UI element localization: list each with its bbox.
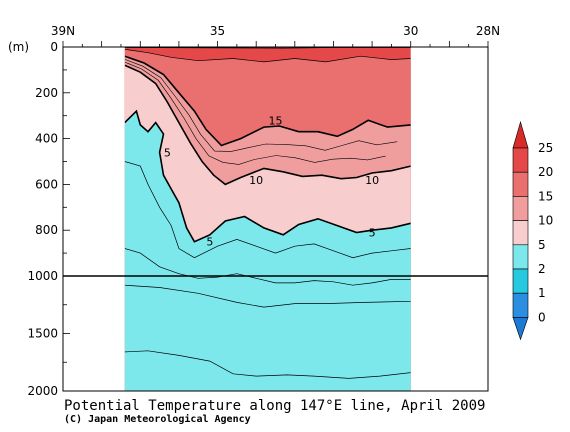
credit-text: (C) Japan Meteorological Agency [64,413,251,425]
isotherm-2-5 [124,284,411,308]
y-tick-label: 2000 [27,384,58,398]
colorbar-label: 25 [538,141,553,155]
contour-label: 10 [249,174,263,187]
y-tick-label: 0 [50,40,58,54]
colorbar-label: 20 [538,165,553,179]
colorbar-label: 10 [538,214,553,228]
y-axis-ticks: 0 200 400 600 800 1000 1500 2000 [27,40,70,398]
x-tick-label: 28N [476,24,500,38]
colorbar-label: 2 [538,262,546,276]
x-tick-label: 30 [403,24,418,38]
colorbar-segment [512,220,529,246]
band-2-5 [124,111,411,391]
isotherm-3 [124,248,411,286]
y-tick-label: 1500 [27,327,58,341]
contour-labels: 15 10 10 5 5 5 [164,114,379,249]
contour-label: 15 [269,114,283,127]
colorbar-segment [512,268,529,294]
colorbar-bottom-arrow [512,317,529,341]
y-axis-label: (m) [8,40,29,54]
colorbar-label: 15 [538,189,553,203]
y-tick-label: 400 [35,132,58,146]
colorbar-segment [512,196,529,221]
isotherm-20 [124,48,411,63]
y-tick-label: 1000 [27,269,58,283]
contour-label: 5 [369,226,376,239]
colorbar-segment [512,292,529,318]
colorbar-label: 0 [538,310,546,324]
contour-label: 5 [164,146,171,159]
contour-label: 10 [365,174,379,187]
isotherm-4 [124,161,411,259]
x-axis-ticks: 39N 35 30 28N [51,24,500,47]
isotherm-lines [124,47,411,379]
contour-label: 5 [206,236,213,249]
colorbar-segment [512,244,529,270]
colorbar-segment [512,147,529,173]
colorbar-segment [512,171,529,197]
colorbar-label: 5 [538,238,546,252]
x-tick-label: 35 [210,24,225,38]
colorbar-top-arrow [512,120,529,149]
colorbar-label: 1 [538,286,546,300]
isotherm-intermediate-0 [124,59,398,152]
y-tick-label: 800 [35,223,58,237]
isotherm-15 [124,55,411,147]
isotherm-2 [124,350,411,379]
y-tick-label: 200 [35,86,58,100]
isotherm-intermediate-1 [124,61,386,165]
isotherm-10 [124,64,411,186]
x-tick-label: 39N [51,24,75,38]
temperature-field [124,47,411,391]
chart-title: Potential Temperature along 147°E line, … [64,398,485,414]
isotherm-5 [124,109,411,243]
y-tick-label: 600 [35,177,58,191]
